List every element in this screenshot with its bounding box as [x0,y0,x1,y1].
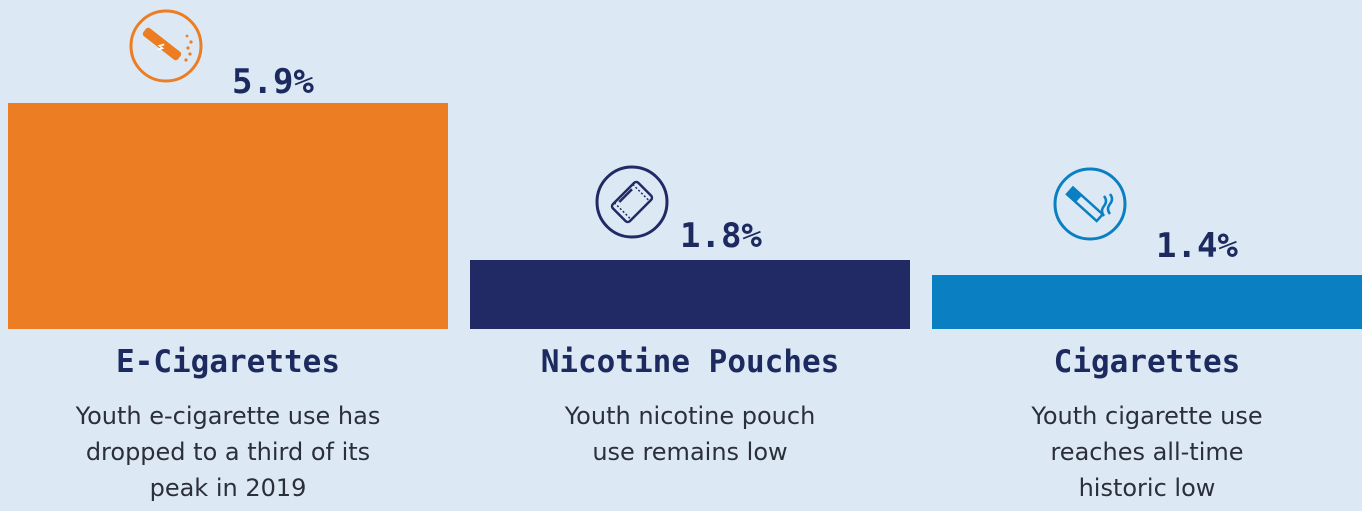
data-label-e-cigarettes: 5.9% [232,62,314,102]
description-line: use remains low [592,438,788,466]
bar-cigarettes [932,275,1362,329]
bar-e-cigarettes [8,103,448,329]
e-cigarette-icon [128,8,204,84]
data-label-cigarettes: 1.4% [1156,226,1238,266]
nicotine-pouch-icon [594,164,670,240]
description-line: reaches all-time [1050,438,1244,466]
category-label-e-cigarettes: E-Cigarettes [116,344,340,380]
description-line: peak in 2019 [149,474,307,502]
category-label-cigarettes: Cigarettes [1053,344,1241,380]
bar-group-e-cigarettes: 5.9% E-Cigarettes Youth e-cigarette use … [8,0,448,511]
bar-group-cigarettes: 1.4% Cigarettes Youth cigarette use reac… [932,0,1362,511]
description-cigarettes: Youth cigarette use reaches all-time his… [932,398,1362,506]
cigarette-icon [1052,166,1128,242]
description-e-cigarettes: Youth e-cigarette use has dropped to a t… [8,398,448,506]
description-line: Youth cigarette use [1031,402,1263,430]
description-nicotine-pouches: Youth nicotine pouch use remains low [470,398,910,470]
bar-nicotine-pouches [470,260,910,329]
description-line: Youth nicotine pouch [564,402,816,430]
description-line: dropped to a third of its [85,438,371,466]
bar-group-nicotine-pouches: 1.8% Nicotine Pouches Youth nicotine pou… [470,0,910,511]
data-label-nicotine-pouches: 1.8% [680,216,762,256]
category-label-nicotine-pouches: Nicotine Pouches [540,344,840,380]
description-line: historic low [1078,474,1216,502]
description-line: Youth e-cigarette use has [75,402,381,430]
